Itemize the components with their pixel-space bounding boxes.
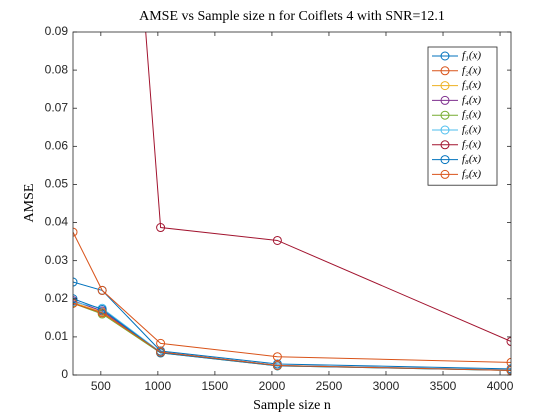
marker <box>156 338 166 348</box>
series-line <box>73 302 511 371</box>
y-tick-label: 0.08 <box>45 62 69 76</box>
legend-marker <box>440 66 450 76</box>
series-line <box>73 231 511 363</box>
legend-marker <box>440 95 450 105</box>
marker <box>272 352 282 362</box>
legend-marker <box>440 169 450 179</box>
marker <box>156 347 166 357</box>
y-tick-label: 0.02 <box>45 291 69 305</box>
legend-label: f₈(x) <box>462 153 481 165</box>
x-tick-label: 2500 <box>316 379 343 393</box>
y-axis-label: AMSE <box>22 184 37 223</box>
marker <box>506 365 511 375</box>
x-tick-label: 2000 <box>259 379 286 393</box>
y-tick-label: 0 <box>61 367 68 381</box>
chart-title: AMSE vs Sample size n for Coiflets 4 wit… <box>139 9 445 24</box>
legend-marker <box>440 51 450 61</box>
legend-label: f₅(x) <box>462 109 481 121</box>
x-tick-label: 3000 <box>373 379 400 393</box>
marker <box>73 298 78 308</box>
marker <box>73 277 78 287</box>
series-line <box>73 281 511 370</box>
marker <box>97 285 107 295</box>
legend-label: f₄(x) <box>462 94 481 106</box>
marker <box>272 235 282 245</box>
legend-marker <box>440 155 450 165</box>
legend-marker <box>440 110 450 120</box>
marker <box>156 223 166 233</box>
y-tick-label: 0.05 <box>45 177 69 191</box>
legend-label: f₃(x) <box>462 79 481 91</box>
x-tick-label: 3500 <box>430 379 457 393</box>
legend-label: f₁(x) <box>462 50 481 62</box>
legend-label: f₂(x) <box>462 64 481 76</box>
legend-label: f₉(x) <box>462 168 481 180</box>
marker <box>73 227 78 237</box>
x-axis-label: Sample size n <box>253 398 331 413</box>
x-tick-label: 4000 <box>487 379 514 393</box>
legend-label: f₆(x) <box>462 124 481 136</box>
axes-box <box>72 31 512 376</box>
legend-marker <box>440 140 450 150</box>
marker <box>506 357 511 367</box>
y-tick-label: 0.04 <box>45 215 69 229</box>
x-tick-label: 1000 <box>145 379 172 393</box>
x-tick-label: 1500 <box>202 379 229 393</box>
legend-marker <box>440 125 450 135</box>
series-line <box>145 32 511 342</box>
legend-label: f₇(x) <box>462 138 481 150</box>
y-tick-label: 0.03 <box>45 253 69 267</box>
marker <box>506 336 511 346</box>
y-tick-label: 0.07 <box>45 100 69 114</box>
y-tick-label: 0.09 <box>45 24 69 38</box>
marker <box>97 308 107 318</box>
marker <box>272 360 282 370</box>
series-layer <box>73 32 511 375</box>
legend-box <box>427 46 498 186</box>
x-tick-label: 500 <box>91 379 111 393</box>
y-tick-label: 0.01 <box>45 329 69 343</box>
legend-marker <box>440 81 450 91</box>
y-tick-label: 0.06 <box>45 139 69 153</box>
